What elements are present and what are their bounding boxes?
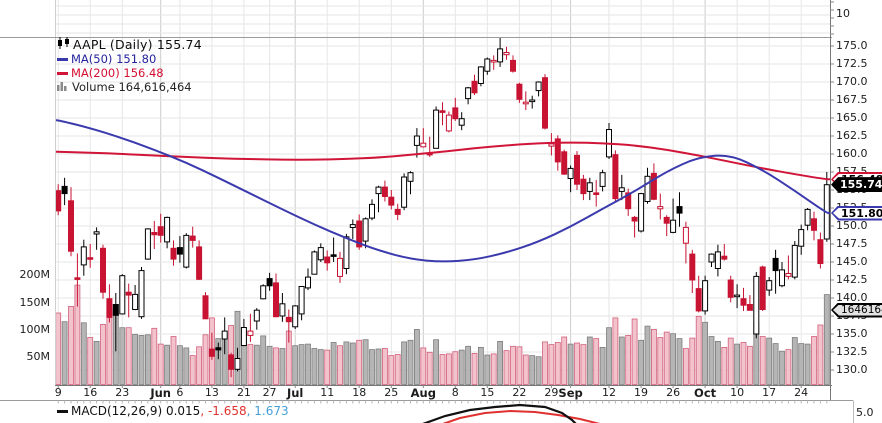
date-axis-label: Jun (150, 386, 171, 400)
candlestick-icon (57, 36, 70, 52)
last-price-badge: 155.74 (831, 177, 882, 193)
upper-pane-axis-label: 10 (836, 7, 850, 20)
date-axis-label: 26 (666, 386, 681, 399)
price-axis-label: 165.0 (836, 111, 868, 124)
price-axis-label: 150.0 (836, 219, 868, 232)
legend-ma200-label: MA(200) (71, 66, 120, 80)
price-axis-label: 175.0 (836, 39, 868, 52)
date-axis-label: 17 (762, 386, 777, 399)
price-axis-label: 140.0 (836, 291, 868, 304)
date-axis-label: 22 (512, 386, 527, 399)
macd-axis-label: 5.0 (856, 406, 874, 419)
price-axis-label: 162.5 (836, 129, 868, 142)
volume-axis-label: 150M (19, 295, 51, 309)
chart-legend: AAPL (Daily) 155.74 MA(50) 151.80 MA(200… (57, 36, 202, 94)
date-axis-label: 6 (176, 386, 184, 399)
date-axis-label: 9 (54, 386, 62, 399)
macd-histogram-value: , 1.673 (246, 404, 289, 418)
legend-ma200-row[interactable]: MA(200) 156.48 (57, 66, 202, 80)
volume-axis-label: 100M (19, 322, 51, 336)
legend-volume-value: 164,616,464 (118, 80, 192, 94)
ma200-line (55, 141, 830, 181)
volume-badge: 164616464 (831, 302, 882, 318)
price-axis-label: 135.0 (836, 327, 868, 340)
date-axis-label: Oct (694, 386, 717, 400)
macd-name-value: MACD(12,26,9) 0.015 (71, 404, 201, 418)
legend-volume-label: Volume (72, 80, 115, 94)
ma200-line-icon (57, 71, 68, 75)
price-axis-label: 142.5 (836, 273, 868, 286)
volume-bars-icon (57, 80, 69, 94)
legend-ma50-row[interactable]: MA(50) 151.80 (57, 52, 202, 66)
ma50-line-icon (57, 57, 68, 61)
date-axis-label: 23 (115, 386, 130, 399)
date-axis-label: 8 (451, 386, 459, 399)
date-axis-label: 12 (602, 386, 617, 399)
date-axis-label: 19 (634, 386, 649, 399)
date-axis-label: 11 (320, 386, 335, 399)
legend-ma200-value: 156.48 (123, 66, 164, 80)
date-axis-label: 18 (352, 386, 367, 399)
price-axis-label: 145.0 (836, 255, 868, 268)
price-axis-label: 170.0 (836, 75, 868, 88)
date-axis-label: 21 (236, 386, 251, 399)
macd-signal-line (442, 409, 601, 423)
date-axis-label: 29 (544, 386, 559, 399)
legend-symbol-label: AAPL (Daily) (73, 36, 153, 52)
volume-badge-value: 164616464 (841, 304, 882, 316)
volume-axis-label: 200M (19, 268, 51, 282)
price-axis-label: 147.5 (836, 237, 868, 250)
ma50-badge-value: 151.80 (841, 207, 882, 219)
date-axis-label: 15 (480, 386, 495, 399)
last-price-badge-value: 155.74 (840, 178, 882, 192)
ma50-price-badge: 151.80 (831, 205, 882, 221)
date-axis-label: 25 (384, 386, 399, 399)
date-axis-label: Aug (410, 386, 436, 400)
legend-last-price: 155.74 (156, 36, 202, 52)
ma50-line (55, 119, 830, 263)
legend-ma50-label: MA(50) (71, 52, 113, 66)
date-axis-label: Jul (286, 386, 304, 400)
date-axis-label: 16 (83, 386, 98, 399)
price-axis-label: 172.5 (836, 57, 868, 70)
macd-line (422, 403, 577, 423)
date-axis-label: 27 (262, 386, 277, 399)
legend-symbol-row[interactable]: AAPL (Daily) 155.74 (57, 36, 202, 52)
price-axis-label: 130.0 (836, 363, 868, 376)
volume-axis-label: 50M (26, 350, 51, 364)
price-axis-label: 167.5 (836, 93, 868, 106)
macd-line-icon (57, 409, 68, 413)
date-axis-label: 24 (794, 386, 809, 399)
legend-volume-row[interactable]: Volume 164,616,464 (57, 80, 202, 94)
date-axis-label: Sep (558, 386, 583, 400)
price-axis-label: 132.5 (836, 345, 868, 358)
date-axis-label: 13 (204, 386, 219, 399)
date-axis-label: 10 (730, 386, 745, 399)
legend-ma50-value: 151.80 (116, 52, 157, 66)
price-axis-label: 160.0 (836, 147, 868, 160)
macd-legend-row[interactable]: MACD(12,26,9) 0.015, -1.658, 1.673 (57, 404, 289, 418)
macd-signal-value: , -1.658 (200, 404, 247, 418)
